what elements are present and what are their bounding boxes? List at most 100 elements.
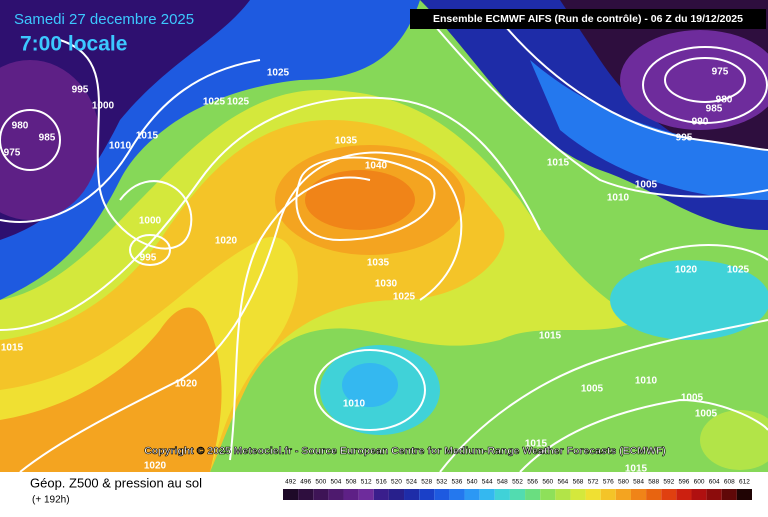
- colorbar-label: 492: [285, 479, 296, 486]
- colorbar-label: 600: [694, 479, 705, 486]
- isobar-label: 1025: [203, 97, 226, 108]
- colorbar-swatch: [676, 489, 692, 500]
- isobar-label: 1020: [144, 461, 167, 472]
- colorbar-swatch: [691, 489, 707, 500]
- colorbar-swatch: [328, 489, 344, 500]
- colorbar-swatch: [736, 489, 752, 500]
- isobar-label: 1015: [136, 131, 159, 142]
- isobar-label: 1025: [393, 292, 416, 303]
- colorbar-swatch: [343, 489, 359, 500]
- isobar-label: 980: [716, 95, 733, 106]
- colorbar-label: 544: [482, 479, 493, 486]
- isobar-label: 1020: [675, 265, 698, 276]
- footer-title: Géop. Z500 & pression au sol: [30, 475, 202, 490]
- isobar-label: 995: [140, 253, 157, 264]
- isobar-label: 980: [12, 121, 29, 132]
- colorbar-label: 584: [633, 479, 644, 486]
- colorbar-label: 612: [739, 479, 750, 486]
- colorbar-swatch: [388, 489, 405, 500]
- colorbar-swatch: [630, 489, 647, 500]
- isobar-label: 1015: [1, 343, 24, 354]
- colorbar-swatch: [298, 489, 314, 500]
- isobar-label: 1025: [267, 68, 290, 79]
- isobar-label: 1000: [92, 101, 115, 112]
- isobar-label: 975: [712, 67, 729, 78]
- colorbar-label: 512: [361, 479, 372, 486]
- isobar-label: 995: [72, 85, 89, 96]
- isobar-label: 1040: [365, 161, 388, 172]
- colorbar-label: 604: [709, 479, 720, 486]
- colorbar-swatch: [494, 489, 510, 500]
- colorbar-swatch: [358, 489, 374, 500]
- colorbar-swatch: [600, 489, 616, 500]
- colorbar-label: 548: [497, 479, 508, 486]
- forecast-time: 7:00 locale: [20, 33, 127, 56]
- colorbar-label: 504: [331, 479, 342, 486]
- colorbar-label: 576: [603, 479, 614, 486]
- colorbar-swatch: [434, 489, 450, 500]
- forecast-date: Samedi 27 decembre 2025: [14, 11, 194, 28]
- isobar-label: 1015: [547, 158, 570, 169]
- colorbar-swatch: [509, 489, 526, 500]
- colorbar-label: 564: [557, 479, 568, 486]
- colorbar-label: 596: [678, 479, 689, 486]
- colorbar-swatch: [540, 489, 556, 500]
- isobar-label: 1010: [109, 141, 132, 152]
- isobar-label: 985: [39, 133, 56, 144]
- isobar-label: 1030: [375, 279, 398, 290]
- colorbar-swatch: [585, 489, 601, 500]
- colorbar-swatch: [283, 489, 299, 500]
- colorbar-label: 508: [346, 479, 357, 486]
- isobar-label: 1025: [727, 265, 750, 276]
- colorbar-label: 536: [452, 479, 463, 486]
- isobar-label: 1035: [367, 258, 390, 269]
- isobar-label: 1035: [335, 136, 358, 147]
- isobar-label: 995: [676, 133, 693, 144]
- isobar-label: 1020: [175, 379, 198, 390]
- colorbar-label: 608: [724, 479, 735, 486]
- colorbar-label: 500: [315, 479, 326, 486]
- isobar-label: 1005: [635, 180, 658, 191]
- isobar-label: 1015: [625, 464, 648, 475]
- colorbar-swatch: [479, 489, 495, 500]
- colorbar-label: 552: [512, 479, 523, 486]
- isobar-label: 990: [692, 117, 709, 128]
- isobar-label: 1010: [607, 193, 630, 204]
- colorbar-swatch: [615, 489, 631, 500]
- colorbar-label: 528: [421, 479, 432, 486]
- isobar-label: 1025: [227, 97, 250, 108]
- colorbar-label: 592: [663, 479, 674, 486]
- isobar-label: 1005: [681, 393, 704, 404]
- colorbar-swatch: [646, 489, 662, 500]
- model-info: Ensemble ECMWF AIFS (Run de contrôle) - …: [433, 13, 743, 25]
- colorbar-swatch: [449, 489, 465, 500]
- copyright: Copyright © 2025 Meteociel.fr - Source E…: [144, 445, 666, 457]
- colorbar-swatch: [661, 489, 677, 500]
- colorbar-swatch: [373, 489, 389, 500]
- colorbar-label: 524: [406, 479, 417, 486]
- isobar-label: 1005: [695, 409, 718, 420]
- colorbar-swatch: [525, 489, 541, 500]
- isobar-label: 1000: [139, 216, 162, 227]
- colorbar: 492 496 500 504 508 512 516 520 524 528 532 536 540 5…: [283, 479, 752, 500]
- isobar-label: 1010: [343, 399, 366, 410]
- colorbar-label: 556: [527, 479, 538, 486]
- model-box: [410, 9, 766, 29]
- isobar-label: 1015: [525, 439, 548, 450]
- colorbar-label: 520: [391, 479, 402, 486]
- colorbar-label: 560: [542, 479, 553, 486]
- colorbar-label: 580: [618, 479, 629, 486]
- colorbar-swatch: [570, 489, 586, 500]
- colorbar-label: 588: [648, 479, 659, 486]
- colorbar-label: 540: [467, 479, 478, 486]
- isobar-label: 1010: [635, 376, 658, 387]
- colorbar-label: 568: [573, 479, 584, 486]
- colorbar-swatch: [404, 489, 420, 500]
- colorbar-label: 532: [436, 479, 447, 486]
- colorbar-swatch: [313, 489, 329, 500]
- colorbar-swatch: [721, 489, 737, 500]
- map-background: [0, 0, 768, 473]
- colorbar-swatch: [555, 489, 571, 500]
